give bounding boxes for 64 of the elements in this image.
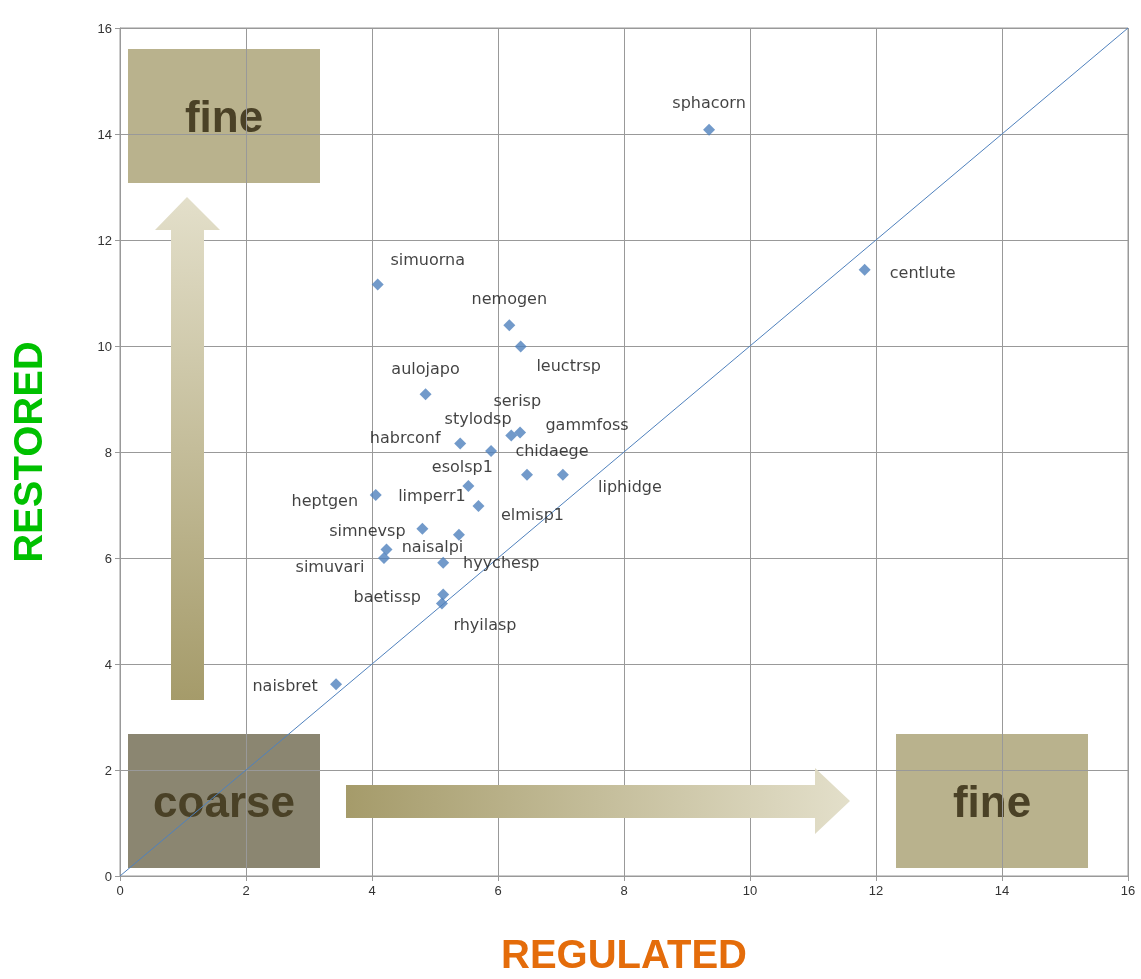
annotation: fine — [184, 91, 264, 141]
data-label: aulojapo — [391, 358, 460, 378]
y-tick-label: 4 — [104, 656, 112, 672]
annotation: fine — [952, 776, 1032, 826]
point — [454, 437, 467, 450]
data-label: baetissp — [353, 587, 421, 607]
data-label: serisp — [493, 391, 542, 411]
point — [377, 552, 390, 564]
point — [437, 556, 450, 569]
point — [485, 444, 498, 457]
point — [503, 319, 516, 332]
x-tick-label: 16 — [1120, 883, 1136, 898]
x-tick-label: 10 — [742, 883, 758, 898]
point — [330, 678, 343, 691]
data-label: simuvari — [295, 556, 365, 576]
point — [703, 123, 716, 136]
y-tick-label: 16 — [97, 20, 112, 36]
data-label: chidaege — [515, 441, 589, 461]
point — [514, 426, 527, 439]
x-tick-label: 12 — [868, 883, 884, 898]
data-label: stylodsp — [444, 409, 512, 429]
data-label: simuorna — [390, 250, 465, 270]
y-tick-label: 8 — [104, 444, 112, 460]
point — [419, 388, 432, 401]
point — [472, 500, 485, 513]
y-tick-label: 10 — [97, 338, 112, 354]
y-tick-label: 0 — [104, 868, 112, 884]
x-tick-label: 2 — [242, 883, 250, 898]
y-tick-label: 14 — [97, 126, 112, 142]
data-label: habrconf — [369, 428, 441, 448]
y-tick-label: 12 — [97, 232, 112, 248]
x-tick-label: 4 — [368, 883, 376, 898]
y-axis-title: RESTORED — [6, 341, 50, 563]
x-tick-label: 14 — [994, 883, 1010, 898]
point — [505, 429, 518, 442]
x-axis-title: REGULATED — [501, 932, 747, 976]
point — [369, 488, 382, 501]
point — [437, 588, 450, 601]
point — [371, 278, 384, 291]
y-tick-label: 2 — [104, 762, 112, 778]
point — [416, 522, 429, 535]
x-tick-label: 6 — [494, 883, 502, 898]
point — [556, 468, 569, 481]
point — [452, 528, 465, 541]
point — [858, 263, 871, 276]
point — [435, 597, 448, 610]
data-label: limperr1 — [398, 486, 466, 506]
point — [514, 340, 527, 353]
annotation: coarse — [153, 776, 295, 826]
y-tick-label: 6 — [104, 550, 112, 566]
point — [380, 543, 393, 556]
data-label: nemogen — [471, 288, 548, 308]
data-label: gammfoss — [545, 414, 629, 434]
data-label: centlute — [889, 263, 956, 283]
data-label: naisbret — [252, 675, 318, 695]
x-tick-label: 8 — [620, 883, 628, 898]
data-label: heptgen — [291, 491, 359, 511]
x-tick-label: 0 — [116, 883, 124, 898]
point — [520, 468, 533, 481]
data-label: rhyilasp — [453, 615, 517, 635]
data-label: liphidge — [597, 477, 662, 497]
data-label: sphacorn — [672, 93, 746, 113]
data-label: leuctrsp — [536, 356, 601, 376]
data-label: esolsp1 — [431, 457, 493, 477]
